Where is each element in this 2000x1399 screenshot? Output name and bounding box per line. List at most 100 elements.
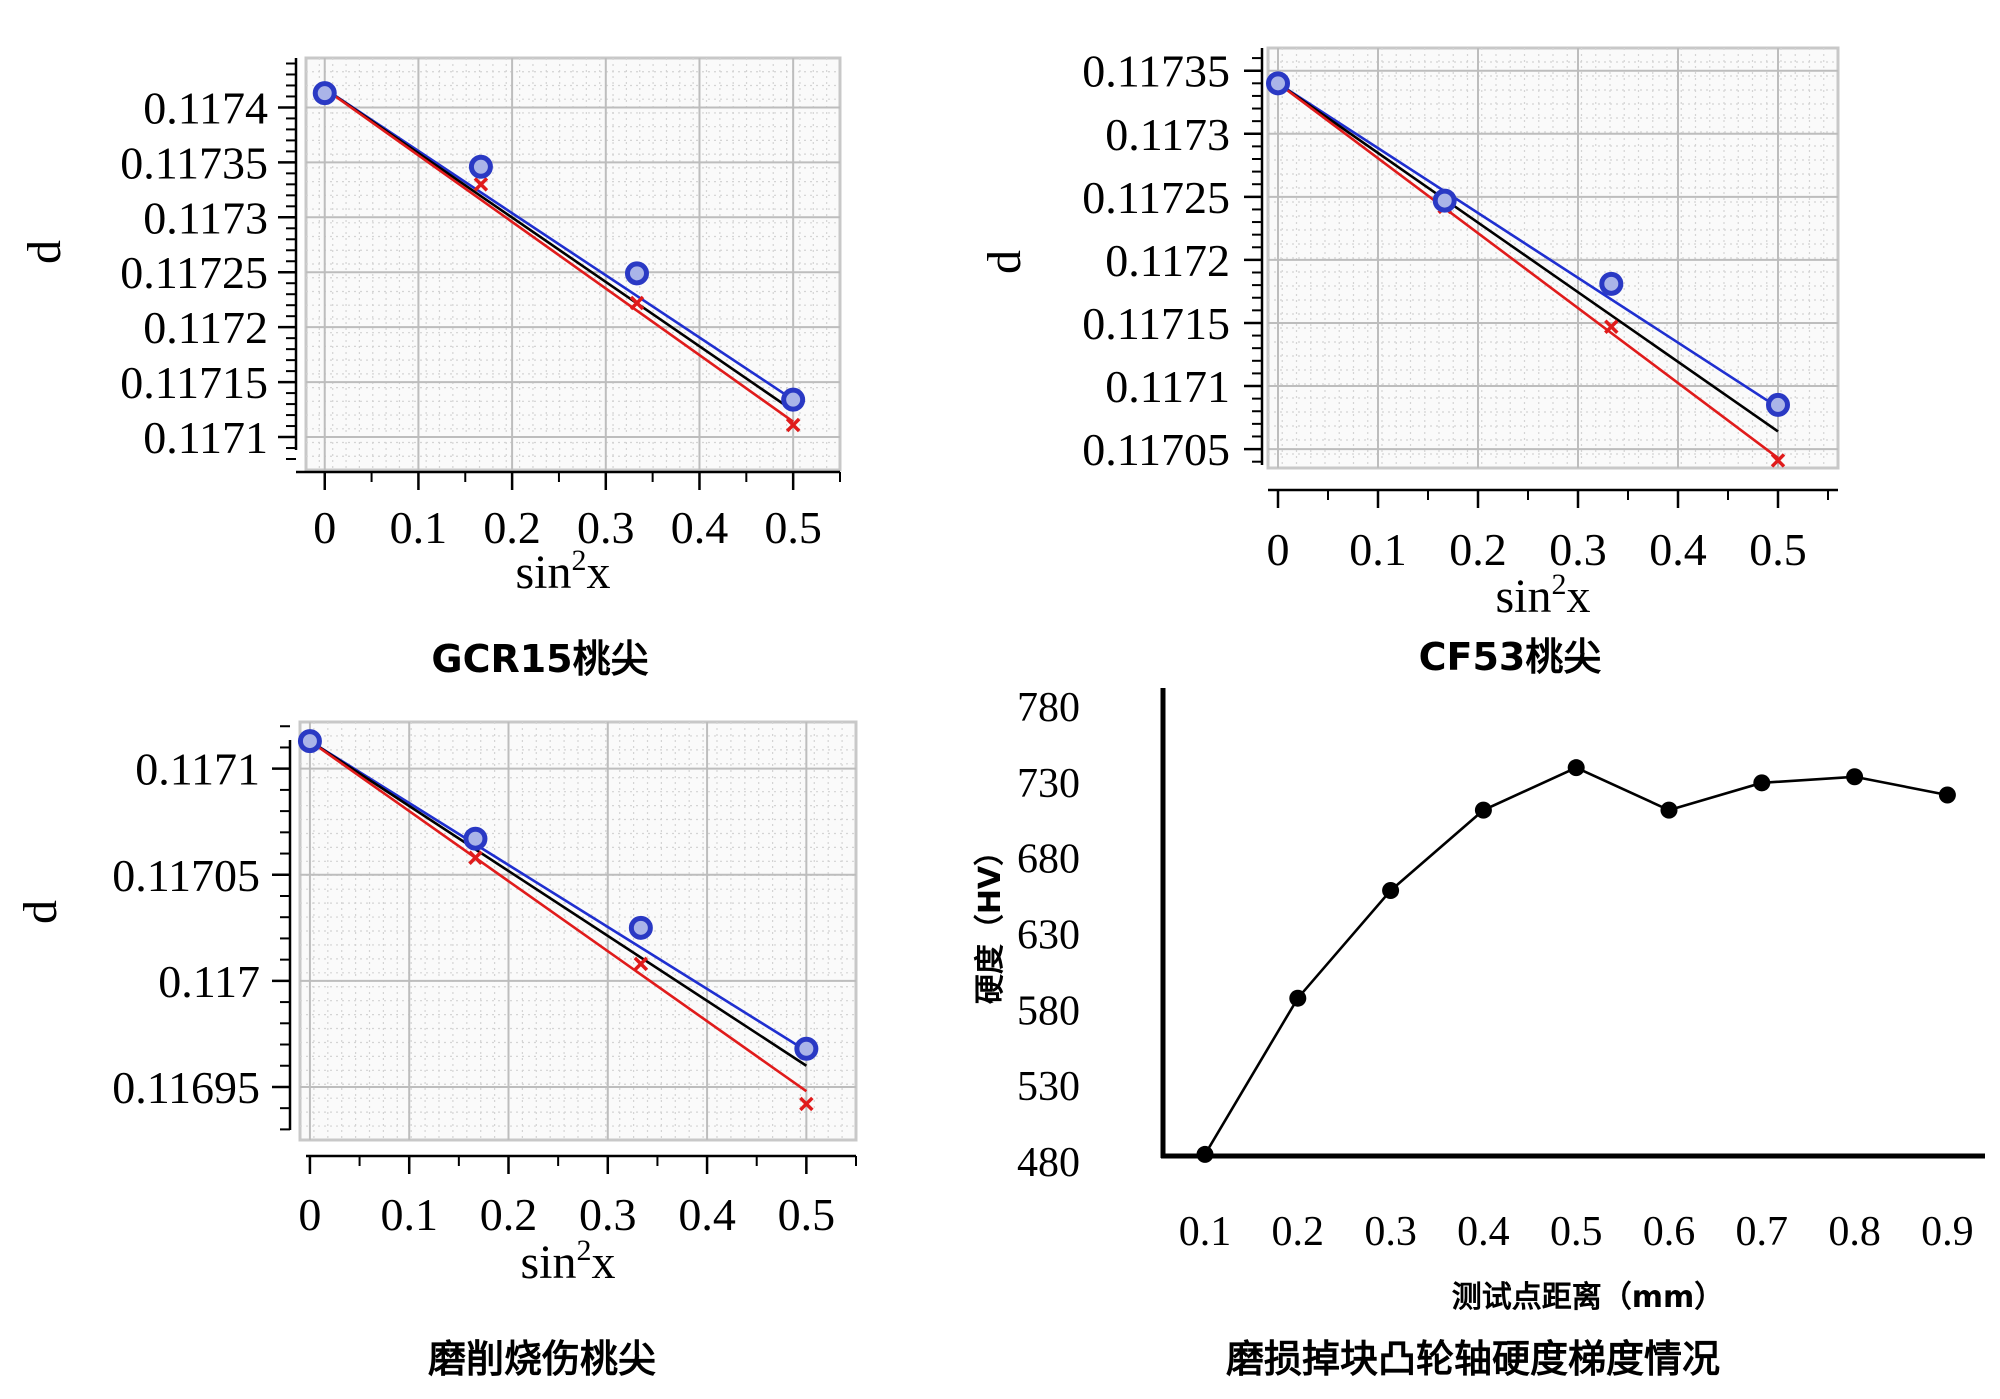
x-axis-label: sin2x [1495, 568, 1590, 623]
chart-hardness-gradient: 480 530 580 630 680 730 780 0.1 0.2 0.3 0.4 0.5 0.6 0… [973, 685, 1985, 1381]
chart-caption: 磨损掉块凸轮轴硬度梯度情况 [1226, 1337, 1720, 1381]
fit-line [323, 87, 794, 423]
x-tick-label: 0.2 [483, 502, 541, 553]
hardness-point [1382, 882, 1400, 900]
x-tick-label: 0.7 [1736, 1209, 1789, 1255]
y-tick-label: 0.11705 [1082, 424, 1230, 475]
chart-caption: 磨削烧伤桃尖 [428, 1337, 656, 1381]
x-tick-label: 0 [1267, 524, 1290, 575]
x-axis-label-base: sin [515, 546, 571, 599]
y-tick-label: 0.1173 [143, 192, 268, 243]
fit-line [309, 740, 808, 1067]
data-point-circle [463, 826, 488, 851]
fit-line [1277, 82, 1779, 433]
x-axis-label-tail: x [587, 546, 611, 599]
hardness-point [1196, 1145, 1214, 1163]
x-tick-label: 0.5 [764, 502, 822, 553]
x-tick-label: 0.3 [1549, 524, 1607, 575]
data-point-cross [799, 1096, 814, 1112]
x-tick-label: 0.3 [577, 502, 635, 553]
data-point-circle [1266, 71, 1290, 96]
y-tick-label: 480 [1017, 1140, 1080, 1186]
y-tick-label: 530 [1017, 1064, 1080, 1110]
x-tick-label: 0.4 [1457, 1209, 1510, 1255]
hardness-point [1938, 786, 1956, 804]
x-axis-label-tail: x [1567, 570, 1591, 623]
fit-line [324, 87, 794, 412]
x-tick-label: 0.4 [678, 1189, 736, 1240]
data-point-cross [1604, 319, 1619, 334]
y-tick-label: 0.1171 [143, 412, 268, 463]
x-tick-label: 0.3 [579, 1189, 637, 1240]
x-tick-label: 0.4 [671, 502, 729, 553]
x-axis-label: sin2x [520, 1234, 615, 1289]
x-axis-label-tail: x [592, 1236, 616, 1289]
y-tick-label: 580 [1017, 988, 1080, 1034]
x-tick-label: 0 [298, 1189, 321, 1240]
x-tick-label: 0.5 [1749, 524, 1807, 575]
hardness-point [1567, 759, 1585, 777]
x-tick-label: 0.5 [1550, 1209, 1603, 1255]
data-point-circle [628, 915, 653, 940]
x-tick-label: 0.3 [1364, 1209, 1417, 1255]
data-point-cross [1770, 453, 1786, 468]
y-tick-label: 0.11725 [120, 247, 268, 298]
x-tick-label: 0.1 [1349, 524, 1407, 575]
y-tick-label: 680 [1017, 837, 1080, 883]
data-point-cross [633, 956, 649, 972]
y-axis-label: d [18, 240, 71, 264]
y-tick-label: 780 [1017, 685, 1080, 731]
fit-line [1277, 82, 1779, 409]
y-tick-label: 0.11695 [112, 1062, 260, 1113]
data-point-circle [1766, 392, 1790, 417]
y-tick-label: 0.1172 [1105, 235, 1230, 286]
x-tick-label: 0.1 [380, 1189, 438, 1240]
data-point-circle [1432, 188, 1457, 213]
x-axis-label-exponent: 2 [1552, 568, 1567, 601]
y-tick-label: 0.1172 [143, 302, 268, 353]
fit-line [309, 739, 808, 1052]
chart-cf53: 0 0.1 0.2 0.3 0.4 0.5 0.11705 0.1171 0.11715 0.11… [978, 46, 1840, 679]
y-tick-label: 0.1173 [1105, 109, 1230, 160]
x-tick-label: 0 [313, 502, 336, 553]
data-point-circle [1599, 271, 1624, 296]
x-tick-label: 0.1 [1179, 1209, 1232, 1255]
x-axis-label-exponent: 2 [577, 1234, 592, 1267]
hardness-line [1203, 766, 1948, 1156]
x-tick-label: 0.9 [1921, 1209, 1974, 1255]
data-point-circle [794, 1036, 819, 1061]
x-axis-label: 测试点距离（mm） [1452, 1280, 1725, 1315]
data-point-circle [297, 729, 322, 754]
hardness-point [1474, 801, 1492, 819]
y-axis-label: d [978, 250, 1031, 274]
x-tick-label: 0.4 [1649, 524, 1707, 575]
x-axis-label-base: sin [520, 1236, 576, 1289]
x-tick-label: 0.2 [480, 1189, 538, 1240]
y-tick-label: 0.11735 [1082, 46, 1230, 97]
y-tick-label: 0.11715 [1082, 298, 1230, 349]
data-point-cross [468, 850, 483, 866]
hardness-point [1753, 774, 1771, 792]
data-point-circle [781, 387, 806, 412]
data-point-circle [624, 261, 649, 286]
x-tick-label: 0.6 [1643, 1209, 1696, 1255]
y-tick-label: 0.11715 [120, 357, 268, 408]
y-axis-label: 硬度（HV） [973, 836, 1008, 1004]
data-point-circle [468, 154, 493, 179]
chart-gcr15: 0 0.1 0.2 0.3 0.4 0.50.11710.117150.11720.117… [18, 56, 842, 681]
x-axis-label-exponent: 2 [572, 544, 587, 577]
y-tick-label: 0.1171 [1105, 361, 1230, 412]
y-tick-label: 630 [1017, 913, 1080, 959]
data-point-circle [312, 81, 337, 106]
data-point-cross [785, 417, 801, 433]
chart-caption: CF53桃尖 [1419, 635, 1602, 679]
chart-grinding-burn: 0 0.1 0.2 0.3 0.4 0.5 0.11695 0.117 0.11705 0.117… [14, 720, 858, 1381]
y-tick-label: 0.11705 [112, 850, 260, 901]
y-tick-label: 0.1171 [135, 744, 260, 795]
y-tick-label: 0.11725 [1082, 172, 1230, 223]
x-axis-label-base: sin [1495, 570, 1551, 623]
x-tick-label: 0.1 [390, 502, 448, 553]
x-tick-label: 0.2 [1449, 524, 1507, 575]
data-point-cross [473, 177, 489, 192]
